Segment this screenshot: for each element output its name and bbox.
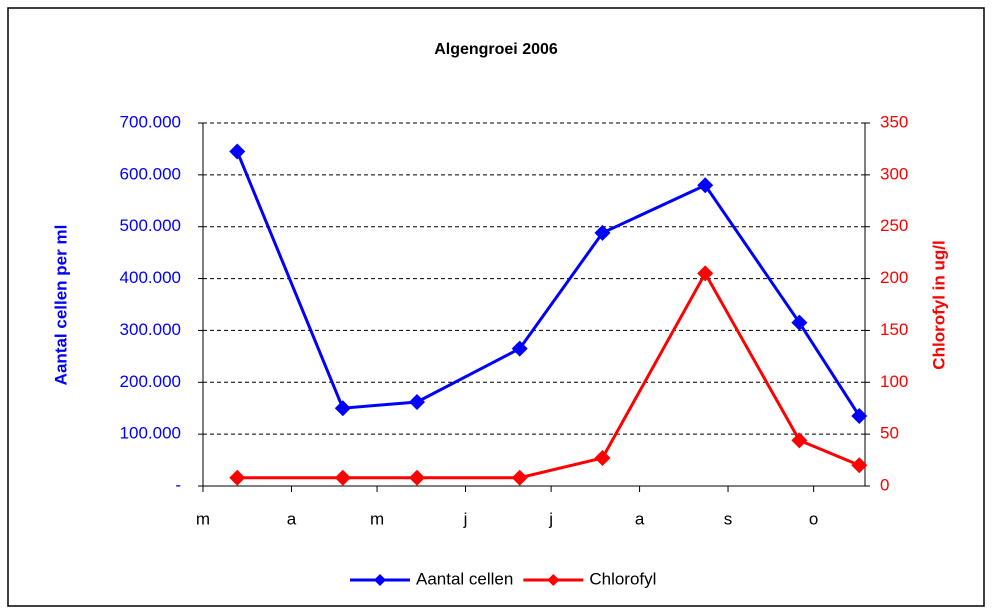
y2-tick-label: 50 — [880, 424, 899, 443]
point-marker — [334, 400, 351, 417]
point-marker — [851, 457, 868, 474]
point-marker — [409, 393, 426, 410]
legend-label: Chlorofyl — [589, 569, 656, 588]
y-tick-label: 600.000 — [120, 164, 181, 183]
y2-tick-label: 100 — [880, 372, 908, 391]
x-tick-label: s — [724, 509, 733, 528]
x-tick-label: m — [196, 509, 210, 528]
point-marker — [334, 469, 351, 486]
y2-tick-label: 350 — [880, 112, 908, 131]
point-marker — [229, 469, 246, 486]
legend-marker — [374, 574, 386, 586]
y-tick-label: 700.000 — [120, 112, 181, 131]
series-line — [237, 270, 860, 480]
y-tick-label: 200.000 — [120, 372, 181, 391]
y2-tick-label: 150 — [880, 320, 908, 339]
point-marker — [511, 469, 528, 486]
y-tick-label: 400.000 — [120, 268, 181, 287]
y2-axis-label: Chlorofyl in ug/l — [929, 240, 948, 369]
point-marker — [594, 224, 611, 241]
y-tick-label: - — [175, 475, 181, 494]
point-marker — [511, 340, 528, 357]
point-marker — [791, 314, 808, 331]
x-tick-label: j — [463, 509, 468, 528]
y2-tick-label: 250 — [880, 216, 908, 235]
point-marker — [851, 407, 868, 424]
x-tick-label: m — [370, 509, 384, 528]
legend-marker — [547, 574, 560, 586]
point-marker — [697, 177, 714, 194]
y-tick-label: 500.000 — [120, 216, 181, 235]
y2-tick-label: 200 — [880, 268, 908, 287]
point-marker — [791, 432, 808, 449]
x-tick-label: a — [635, 509, 645, 528]
series-line — [235, 150, 861, 417]
x-tick-label: o — [809, 509, 818, 528]
point-marker — [697, 265, 714, 282]
point-marker — [409, 469, 426, 486]
x-tick-label: j — [548, 509, 553, 528]
y2-tick-label: 300 — [880, 164, 908, 183]
y-axis-label: Aantal cellen per ml — [51, 225, 70, 386]
legend-label: Aantal cellen — [416, 569, 513, 588]
y-tick-label: 100.000 — [120, 424, 181, 443]
chart-frame — [7, 7, 985, 607]
point-marker — [229, 143, 246, 160]
x-tick-label: a — [287, 509, 297, 528]
point-marker — [594, 449, 611, 466]
y-tick-label: 300.000 — [120, 320, 181, 339]
chart-title: Algengroei 2006 — [434, 41, 558, 58]
y2-tick-label: 0 — [880, 475, 889, 494]
